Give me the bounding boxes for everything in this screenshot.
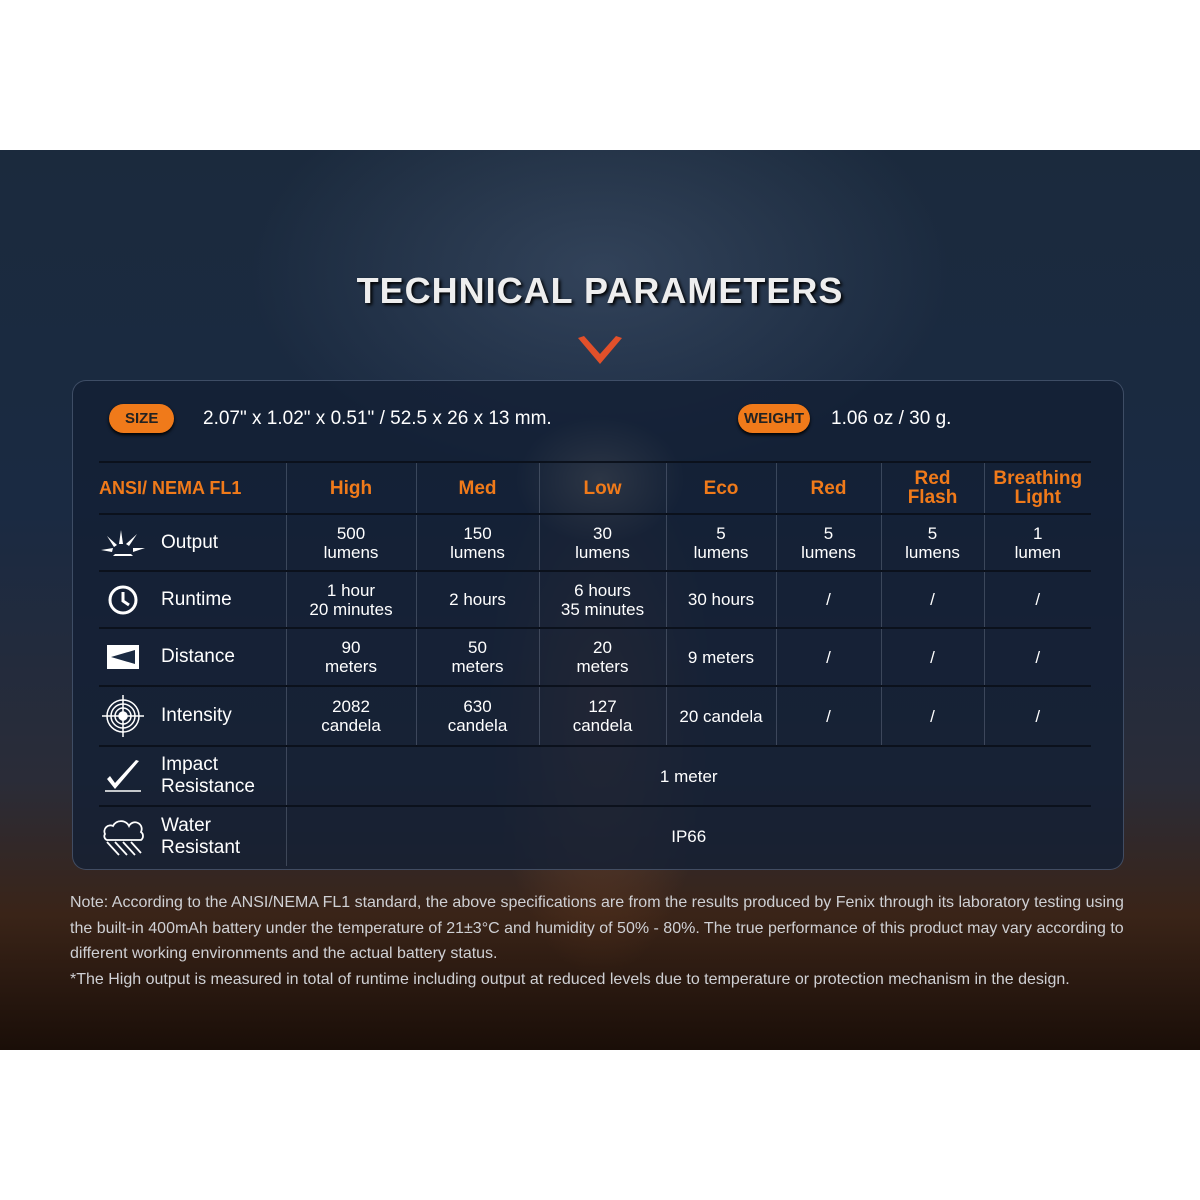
table-cell: / [983, 628, 1091, 686]
row-label: Water Resistant [161, 814, 241, 858]
table-cell: / [775, 571, 881, 628]
row-label: Distance [161, 646, 235, 667]
column-header-label: Low [583, 477, 622, 499]
size-value: 2.07" x 1.02" x 0.51" / 52.5 x 26 x 13 m… [203, 408, 552, 429]
chevron-down-icon [578, 336, 622, 364]
row-label-cell: Water Resistant [99, 806, 286, 866]
column-header: Red Flash [880, 462, 984, 514]
table-cell: 9 meters [665, 628, 776, 686]
sun-rays-icon [99, 528, 147, 558]
spec-table: ANSI/ NEMA FL1 High Med Low Eco Red Red Flash B… [99, 461, 1091, 866]
beam-distance-icon [99, 644, 147, 670]
table-cell: 20 meters [538, 628, 666, 686]
column-header: Med [415, 462, 539, 514]
row-label: Intensity [161, 705, 232, 726]
row-label-cell: Distance [99, 628, 286, 686]
table-cell: 150 lumens [415, 514, 539, 571]
table-cell: / [880, 686, 984, 746]
column-header-label: Breathing Light [993, 468, 1083, 508]
table-cell: / [880, 628, 984, 686]
column-header: Eco [665, 462, 776, 514]
note-text: Note: According to the ANSI/NEMA FL1 sta… [70, 894, 1124, 962]
table-cell: 2 hours [415, 571, 539, 628]
table-cell: 30 lumens [538, 514, 666, 571]
table-cell: 630 candela [415, 686, 539, 746]
weight-badge: WEIGHT [738, 404, 810, 433]
table-cell: 1 meter [285, 746, 1091, 806]
row-label: Impact Resistance [161, 754, 255, 797]
column-header-label: Red Flash [907, 468, 958, 508]
spec-panel: SIZE 2.07" x 1.02" x 0.51" / 52.5 x 26 x… [72, 380, 1124, 870]
column-header-label: High [329, 477, 373, 499]
table-cell: 90 meters [285, 628, 416, 686]
table-row: Impact Resistance 1 meter [99, 746, 1091, 806]
weight-value: 1.06 oz / 30 g. [831, 408, 952, 429]
notes: Note: According to the ANSI/NEMA FL1 sta… [70, 890, 1140, 992]
table-cell: 50 meters [415, 628, 539, 686]
column-header: Low [538, 462, 666, 514]
table-header-row: ANSI/ NEMA FL1 High Med Low Eco Red Red Flash B… [99, 462, 1091, 514]
table-cell: 30 hours [665, 571, 776, 628]
table-cell: 5 lumens [880, 514, 984, 571]
table-row: Water Resistant IP66 [99, 806, 1091, 866]
table-cell: 1 lumen [983, 514, 1091, 571]
table-cell: / [775, 686, 881, 746]
column-header: ANSI/ NEMA FL1 [99, 462, 286, 514]
rain-cloud-icon [99, 818, 147, 856]
column-header-label: Med [458, 477, 497, 499]
row-label-cell: Intensity [99, 686, 286, 746]
table-row: Runtime 1 hour 20 minutes 2 hours 6 hours 3… [99, 571, 1091, 628]
column-header-label: Eco [703, 477, 739, 499]
row-label-cell: Output [99, 514, 286, 571]
table-cell: 5 lumens [665, 514, 776, 571]
table-cell: / [983, 571, 1091, 628]
table-cell: / [880, 571, 984, 628]
table-row: Output 500 lumens 150 lumens 30 lumens 5 lum… [99, 514, 1091, 571]
row-label-cell: Runtime [99, 571, 286, 628]
table-row: Distance 90 meters 50 meters 20 meters 9 met… [99, 628, 1091, 686]
note-footnote: *The High output is measured in total of… [70, 970, 1070, 988]
table-cell: 500 lumens [285, 514, 416, 571]
table-cell: 2082 candela [285, 686, 416, 746]
table-cell: / [983, 686, 1091, 746]
table-cell: 5 lumens [775, 514, 881, 571]
column-header: High [285, 462, 416, 514]
clock-icon [99, 584, 147, 616]
table-row: Intensity 2082 candela 630 candela 127 cand… [99, 686, 1091, 746]
column-header: Red [775, 462, 881, 514]
row-label: Output [161, 531, 219, 553]
row-label-cell: Impact Resistance [99, 746, 286, 806]
column-header-label: Red [810, 477, 847, 499]
target-icon [99, 695, 147, 737]
column-header-label: ANSI/ NEMA FL1 [99, 477, 242, 498]
background-night-sky: TECHNICAL PARAMETERS SIZE 2.07" x 1.02" … [0, 150, 1200, 1050]
table-cell: 1 hour 20 minutes [285, 571, 416, 628]
size-badge: SIZE [109, 404, 175, 433]
table-cell: 20 candela [665, 686, 776, 746]
table-cell: IP66 [285, 806, 1091, 866]
table-cell: / [775, 628, 881, 686]
table-cell: 6 hours 35 minutes [538, 571, 666, 628]
page-title: TECHNICAL PARAMETERS [356, 270, 844, 311]
column-header: Breathing Light [983, 462, 1091, 514]
impact-icon [99, 759, 147, 793]
row-label: Runtime [161, 588, 232, 610]
table-cell: 127 candela [538, 686, 666, 746]
